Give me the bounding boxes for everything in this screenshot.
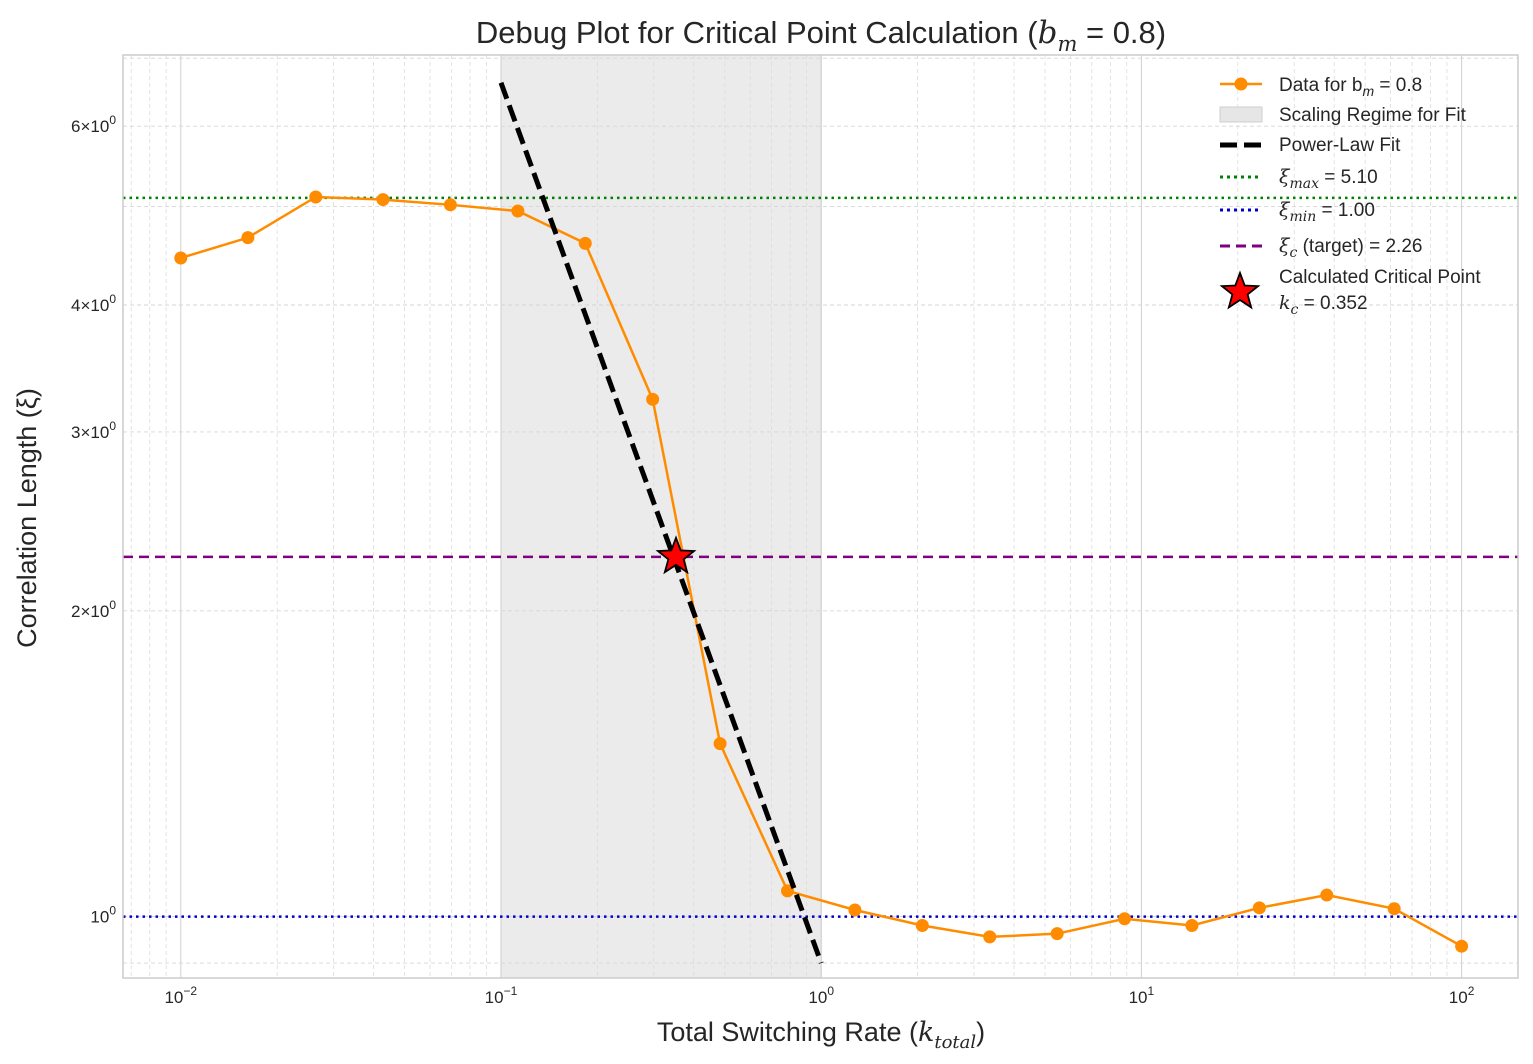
data-point: [511, 204, 525, 218]
legend-entry-regime: Scaling Regime for Fit: [1219, 105, 1467, 126]
legend: Data for bm = 0.8 Scaling Regime for Fit…: [1219, 75, 1481, 318]
legend-entry-fit: Power-Law Fit: [1220, 135, 1401, 156]
svg-text:ξc (target) = 2.26: ξc (target) = 2.26: [1279, 235, 1422, 261]
data-point: [443, 198, 457, 212]
x-tick-label: 10−1: [485, 984, 518, 1007]
data-point: [915, 918, 929, 932]
data-point: [1118, 912, 1132, 926]
data-point: [713, 737, 727, 751]
legend-entry-data: Data for bm = 0.8: [1220, 75, 1422, 99]
data-point: [1185, 918, 1199, 932]
data-point: [174, 251, 188, 265]
svg-text:ξmin = 1.00: ξmin = 1.00: [1279, 199, 1375, 225]
chart-title: Debug Plot for Critical Point Calculatio…: [476, 15, 1166, 56]
power-law-fit-line: [498, 81, 824, 964]
data-point: [309, 190, 323, 204]
y-tick-label: 2×100: [71, 598, 116, 621]
data-point: [780, 884, 794, 898]
data-point: [1050, 927, 1064, 941]
data-point: [646, 392, 660, 406]
legend-entry-critical: Calculated Critical Point kc = 0.352: [1219, 267, 1481, 318]
plot-border: [122, 54, 1519, 979]
svg-text:Calculated Critical Point: Calculated Critical Point: [1279, 267, 1481, 288]
data-point: [1455, 939, 1469, 953]
y-tick-label: 4×100: [71, 292, 116, 315]
data-point: [1387, 902, 1401, 916]
svg-text:Data for bm = 0.8: Data for bm = 0.8: [1279, 75, 1422, 99]
x-axis-label: Total Switching Rate (ktotal): [657, 1017, 985, 1053]
data-point: [376, 193, 390, 207]
x-tick-label: 101: [1129, 984, 1155, 1007]
svg-text:Scaling Regime for Fit: Scaling Regime for Fit: [1279, 105, 1467, 126]
data-point: [1252, 901, 1266, 915]
svg-text:kc = 0.352: kc = 0.352: [1279, 292, 1368, 318]
data-point: [1320, 888, 1334, 902]
data-point: [848, 903, 862, 917]
svg-text:Power-Law Fit: Power-Law Fit: [1279, 135, 1401, 156]
legend-entry-ximax: ξmax = 5.10: [1220, 166, 1378, 192]
legend-entry-ximin: ξmin = 1.00: [1220, 199, 1375, 225]
series-line: [180, 195, 1463, 948]
y-axis-label: Correlation Length (ξ): [12, 388, 42, 648]
x-tick-label: 102: [1449, 984, 1475, 1007]
legend-swatch-regime: [1219, 106, 1263, 123]
x-tick-label: 100: [808, 984, 834, 1007]
data-point: [578, 236, 592, 250]
svg-text:ξmax = 5.10: ξmax = 5.10: [1279, 166, 1378, 192]
y-tick-label: 3×100: [71, 419, 116, 442]
x-tick-label: 10−2: [164, 984, 197, 1007]
data-point: [241, 231, 255, 245]
critical-point-star: [655, 535, 697, 575]
legend-marker-star: [1219, 270, 1261, 310]
data-point: [983, 930, 997, 944]
legend-marker-data: [1234, 77, 1248, 91]
legend-entry-xic: ξc (target) = 2.26: [1220, 235, 1422, 261]
y-tick-label: 100: [90, 904, 116, 927]
y-tick-label: 6×100: [71, 113, 116, 136]
